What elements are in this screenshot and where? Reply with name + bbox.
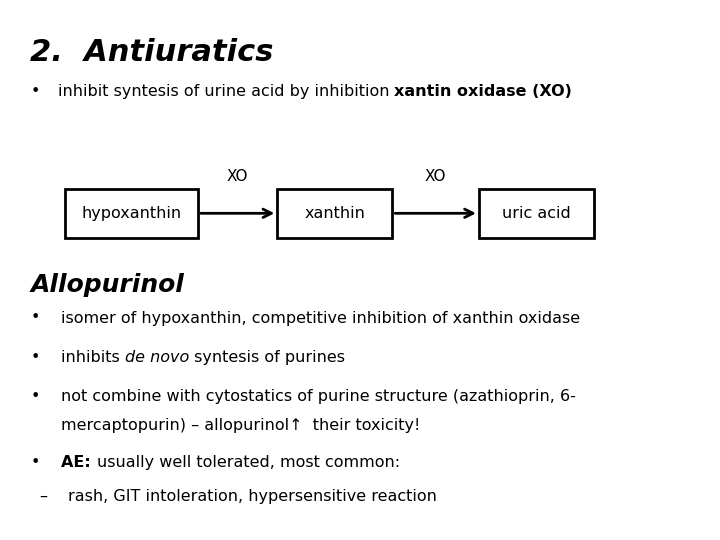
Bar: [479, 189, 594, 238]
Text: xanthin: xanthin: [305, 206, 365, 221]
Text: hypoxanthin: hypoxanthin: [81, 206, 181, 221]
Text: 2.  Antiuratics: 2. Antiuratics: [30, 38, 274, 67]
Bar: [65, 189, 198, 238]
Text: inhibits: inhibits: [61, 350, 125, 365]
Text: syntesis of purines: syntesis of purines: [189, 350, 346, 365]
Text: inhibit syntesis of urine acid by inhibition: inhibit syntesis of urine acid by inhibi…: [58, 84, 395, 99]
Text: •: •: [30, 455, 40, 470]
Text: XO: XO: [227, 168, 248, 184]
Text: isomer of hypoxanthin, competitive inhibition of xanthin oxidase: isomer of hypoxanthin, competitive inhib…: [61, 310, 580, 326]
Text: rash, GIT intoleration, hypersensitive reaction: rash, GIT intoleration, hypersensitive r…: [68, 489, 437, 504]
Text: Allopurinol: Allopurinol: [30, 273, 184, 296]
Text: •: •: [30, 310, 40, 326]
Text: mercaptopurin) – allopurinol↑  their toxicity!: mercaptopurin) – allopurinol↑ their toxi…: [61, 418, 420, 433]
Text: –: –: [40, 489, 48, 504]
Text: usually well tolerated, most common:: usually well tolerated, most common:: [96, 455, 400, 470]
Text: •: •: [30, 350, 40, 365]
Text: not combine with cytostatics of purine structure (azathioprin, 6-: not combine with cytostatics of purine s…: [61, 389, 576, 404]
Text: AE:: AE:: [61, 455, 96, 470]
Text: de novo: de novo: [125, 350, 189, 365]
Text: XO: XO: [425, 168, 446, 184]
Text: •: •: [30, 84, 40, 99]
Text: uric acid: uric acid: [502, 206, 571, 221]
Text: •: •: [30, 389, 40, 404]
Bar: [277, 189, 392, 238]
Text: xantin oxidase (XO): xantin oxidase (XO): [395, 84, 572, 99]
